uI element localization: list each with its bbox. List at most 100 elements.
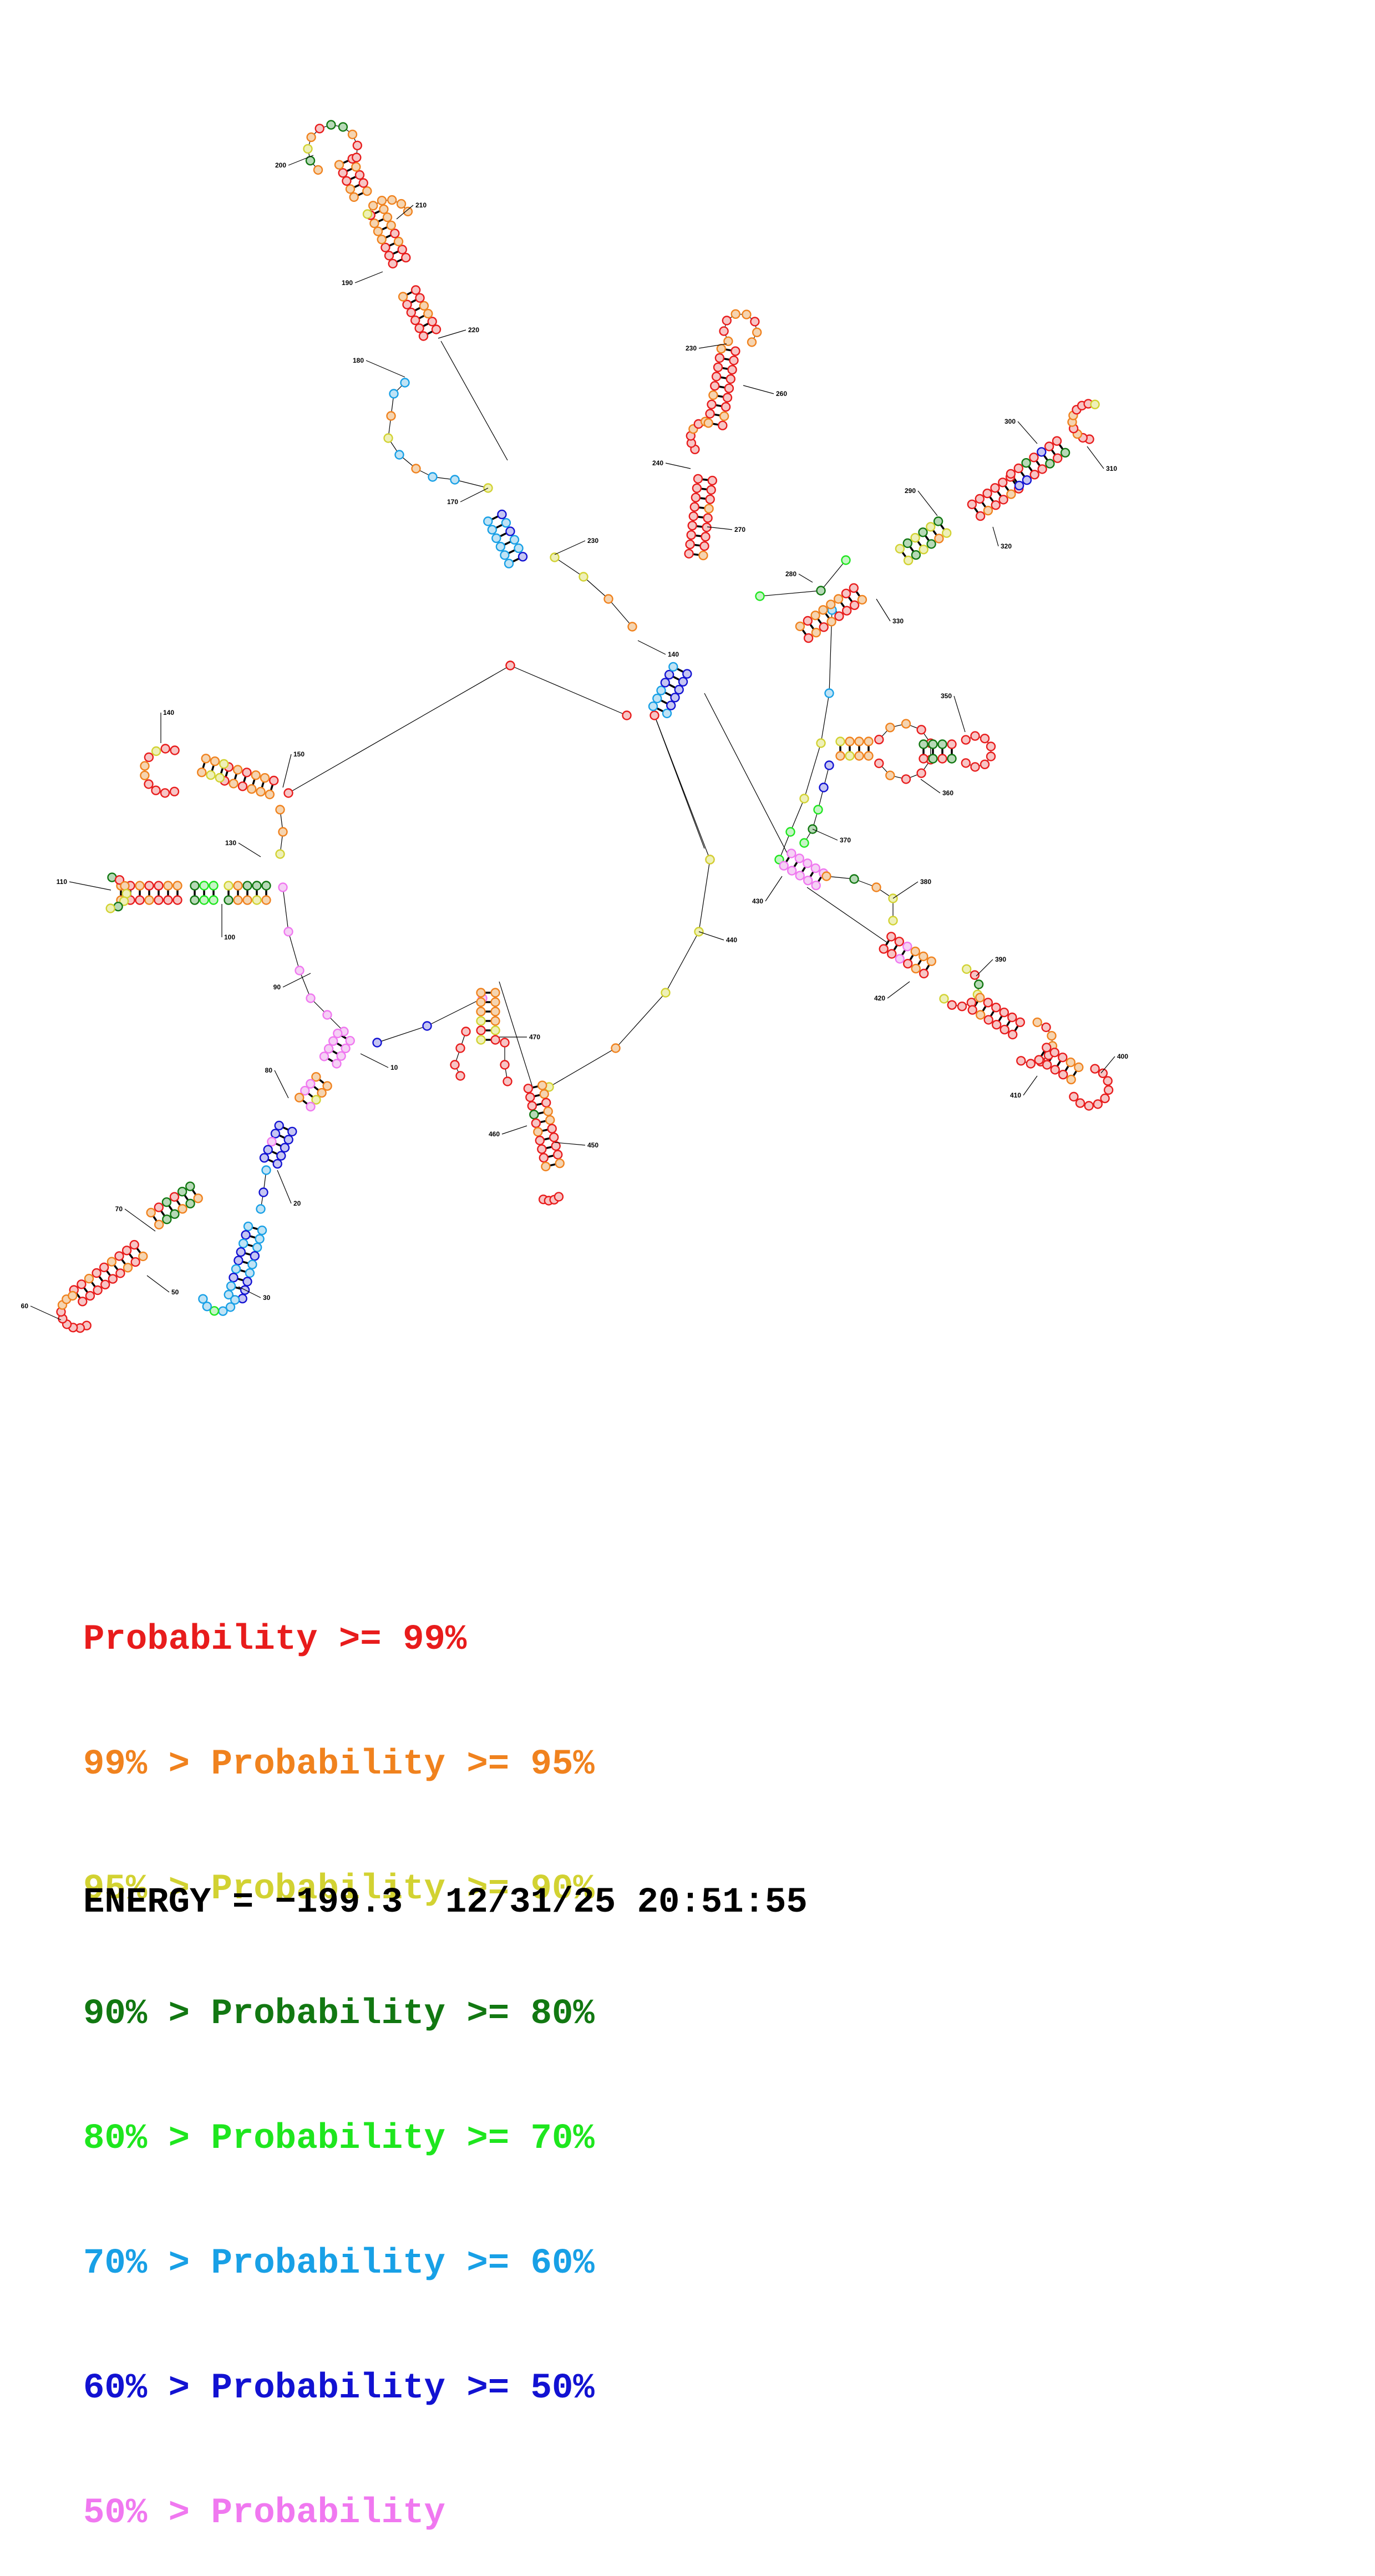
nucleotide-node xyxy=(124,1263,132,1272)
position-label: 320 xyxy=(1001,542,1012,550)
nucleotide-node xyxy=(504,1078,512,1086)
position-label: 420 xyxy=(874,994,885,1002)
position-label: 150 xyxy=(293,750,305,758)
position-label: 140 xyxy=(668,651,679,658)
nucleotide-node xyxy=(500,551,509,560)
nucleotide-node xyxy=(742,311,750,319)
nucleotide-node xyxy=(225,882,233,890)
nucleotide-node xyxy=(477,998,485,1007)
nucleotide-node xyxy=(532,1119,540,1127)
nucleotide-node xyxy=(850,601,859,609)
nucleotide-node xyxy=(1069,1093,1078,1101)
nucleotide-node xyxy=(234,1256,242,1264)
nucleotide-node xyxy=(550,1133,558,1141)
nucleotide-node xyxy=(912,964,920,973)
nucleotide-node xyxy=(1046,460,1054,468)
nucleotide-node xyxy=(554,1151,562,1159)
nucleotide-node xyxy=(419,332,428,341)
nucleotide-node xyxy=(886,723,894,731)
nucleotide-node xyxy=(359,179,368,187)
nucleotide-node xyxy=(843,607,851,615)
nucleotide-node xyxy=(390,229,399,237)
nucleotide-node xyxy=(335,161,343,169)
position-label: 460 xyxy=(489,1130,500,1138)
nucleotide-node xyxy=(850,584,858,592)
nucleotide-node xyxy=(911,534,920,542)
nucleotide-node xyxy=(411,316,419,324)
backbone xyxy=(549,1048,616,1087)
label-tick xyxy=(283,754,291,787)
nucleotide-node xyxy=(886,771,894,780)
nucleotide-node xyxy=(136,882,144,890)
nucleotide-node xyxy=(661,678,669,687)
nucleotide-node xyxy=(230,779,238,787)
nucleotide-node xyxy=(515,544,523,552)
nucleotide-node xyxy=(720,327,728,336)
nucleotide-node xyxy=(948,1001,956,1009)
legend-label: Probability >= 95% xyxy=(211,1745,594,1785)
legend-label: Probability xyxy=(211,2493,445,2533)
label-tick xyxy=(893,882,918,898)
nucleotide-node xyxy=(689,512,698,520)
nucleotide-node xyxy=(389,260,397,268)
position-label: 410 xyxy=(1010,1091,1021,1099)
nucleotide-node xyxy=(337,1052,346,1060)
nucleotide-node xyxy=(304,145,312,153)
label-tick xyxy=(921,779,940,793)
nucleotide-node xyxy=(270,776,278,785)
nucleotide-node xyxy=(929,740,937,749)
legend-label: Probability >= 99% xyxy=(83,1620,466,1660)
nucleotide-node xyxy=(200,882,209,890)
nucleotide-node xyxy=(548,1125,556,1133)
nucleotide-node xyxy=(506,527,514,536)
nucleotide-node xyxy=(999,495,1008,504)
nucleotide-node xyxy=(505,560,513,568)
nucleotide-node xyxy=(1001,1025,1009,1034)
nucleotide-node xyxy=(1043,1061,1051,1069)
nucleotide-node xyxy=(1051,1048,1059,1056)
nucleotide-node xyxy=(1007,470,1015,478)
nucleotide-node xyxy=(424,309,432,318)
nucleotide-node xyxy=(262,896,271,905)
nucleotide-node xyxy=(708,400,716,409)
backbone xyxy=(455,480,488,488)
nucleotide-node xyxy=(271,1130,280,1138)
position-label: 200 xyxy=(275,161,286,169)
nucleotide-node xyxy=(708,476,717,485)
nucleotide-node xyxy=(93,1269,101,1277)
nucleotide-node xyxy=(131,1258,140,1266)
nucleotide-node xyxy=(1053,454,1062,463)
nucleotide-node xyxy=(1014,464,1023,472)
nucleotide-node xyxy=(804,876,812,885)
nucleotide-node xyxy=(387,412,395,420)
nucleotide-node xyxy=(399,293,407,301)
nucleotide-node xyxy=(130,1241,139,1249)
nucleotide-node xyxy=(237,1248,245,1256)
nucleotide-node xyxy=(220,760,228,768)
nucleotide-node xyxy=(919,952,927,961)
nucleotide-node xyxy=(811,611,820,619)
position-label: 380 xyxy=(920,878,931,886)
nucleotide-node xyxy=(671,693,679,702)
nucleotide-node xyxy=(412,286,420,294)
nucleotide-node xyxy=(887,932,895,941)
nucleotide-node xyxy=(412,465,420,473)
backbone xyxy=(427,998,483,1026)
position-label: 290 xyxy=(905,487,916,495)
nucleotide-node xyxy=(723,394,732,402)
nucleotide-node xyxy=(992,1020,1001,1029)
nucleotide-node xyxy=(262,882,271,890)
rna-structure-diagram: 2301701802201902102001402702402602302803… xyxy=(0,0,1375,1442)
nucleotide-node xyxy=(262,1166,271,1175)
nucleotide-node xyxy=(314,166,322,174)
position-label: 280 xyxy=(785,570,796,578)
nucleotide-node xyxy=(1094,1100,1102,1108)
nucleotide-node xyxy=(174,896,182,905)
nucleotide-node xyxy=(1035,1056,1043,1064)
legend-label: Probability >= 50% xyxy=(211,2369,594,2409)
nucleotide-node xyxy=(889,917,897,925)
nucleotide-node xyxy=(381,243,389,252)
nucleotide-node xyxy=(257,787,265,796)
label-tick xyxy=(743,385,774,394)
nucleotide-node xyxy=(826,600,835,608)
